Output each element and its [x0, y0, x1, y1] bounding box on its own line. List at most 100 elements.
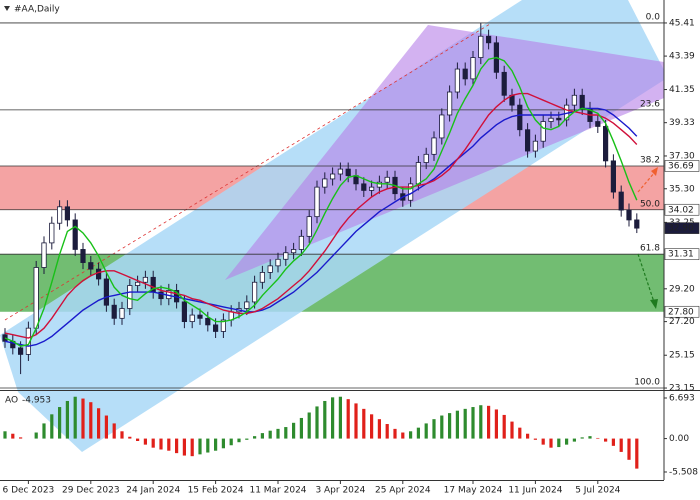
ao-bar	[455, 410, 459, 439]
x-tick-label: 3 Apr 2024	[315, 486, 365, 496]
x-tick-label: 25 Apr 2024	[375, 486, 431, 496]
price-tag-label: 32.90	[668, 224, 694, 234]
ao-bar	[518, 427, 522, 439]
candle-body	[158, 291, 164, 300]
ao-bar	[401, 432, 405, 439]
y-tick-label: 23.15	[669, 384, 695, 394]
candle-body	[306, 216, 312, 237]
ao-bar	[596, 437, 600, 439]
x-tick-label: 29 Dec 2023	[62, 486, 120, 496]
arrow-down	[637, 253, 655, 303]
ao-bar	[362, 408, 366, 439]
candle-body	[485, 35, 492, 44]
ao-bar	[385, 424, 389, 439]
ao-bar	[136, 438, 140, 442]
candle-body	[439, 114, 445, 139]
y-tick-label: 41.35	[669, 85, 695, 95]
candle-body	[17, 347, 24, 355]
ao-bar	[338, 396, 342, 439]
ao-bar	[299, 417, 303, 439]
candle-body	[181, 301, 187, 323]
ao-bar	[19, 437, 23, 439]
candle-body	[329, 173, 336, 180]
candle-body	[540, 121, 546, 142]
ao-bar	[471, 407, 475, 439]
ao-bar	[557, 438, 561, 448]
candle-body	[595, 121, 601, 127]
ao-bar	[206, 438, 210, 453]
ao-bar	[120, 431, 124, 439]
ao-bar	[73, 396, 77, 439]
ao-bar	[565, 438, 569, 445]
ao-bar	[393, 428, 397, 439]
candle-body	[454, 68, 461, 93]
candle-body	[259, 272, 266, 283]
ao-bar	[253, 436, 257, 439]
candle-body	[603, 126, 609, 162]
price-tag	[664, 222, 700, 234]
candle-body	[41, 242, 47, 268]
x-tick-label: 5 Jul 2024	[575, 486, 620, 496]
x-tick-label: 6 Dec 2023	[3, 486, 55, 496]
ao-bar	[572, 438, 576, 442]
price-tag-label: 34.02	[668, 205, 694, 215]
ao-tick-label: 0.00	[669, 434, 689, 444]
ao-bar	[260, 433, 264, 439]
ao-bar	[541, 438, 545, 445]
candle-body	[337, 168, 344, 175]
candle-body	[80, 249, 86, 263]
candle-body	[368, 186, 375, 191]
ao-bar	[502, 414, 506, 439]
ao-bar	[377, 419, 381, 439]
fib-label: 61.8	[640, 244, 660, 254]
ao-bar	[58, 407, 62, 439]
candle-body	[142, 276, 148, 283]
ao-bar	[81, 398, 85, 439]
fib-label: 38.2	[640, 155, 660, 165]
ao-bar	[112, 423, 116, 439]
ao-bar	[635, 438, 639, 469]
candle-body	[212, 324, 219, 332]
y-tick-label: 45.41	[669, 18, 695, 28]
ao-bar	[346, 399, 350, 439]
candle-body	[548, 117, 554, 122]
y-tick-label: 29.20	[669, 284, 695, 294]
ao-bar	[198, 438, 202, 455]
candle-body	[119, 308, 125, 319]
candle-body	[298, 235, 305, 250]
ao-bar	[619, 438, 623, 452]
ao-bar	[487, 405, 491, 439]
candle-body	[189, 314, 195, 323]
candle-body	[384, 176, 390, 183]
ao-bar	[588, 436, 592, 439]
ao-bar	[175, 438, 179, 454]
ao-bar	[526, 433, 530, 439]
price-tag	[664, 203, 700, 216]
ao-bar	[292, 422, 296, 439]
candle-body	[532, 140, 539, 152]
candle-body	[556, 117, 562, 121]
candle-body	[610, 160, 617, 193]
ao-bar	[315, 406, 319, 439]
candle-body	[197, 314, 203, 319]
x-tick-label: 17 May 2024	[444, 486, 503, 496]
ao-bar	[604, 438, 608, 442]
ao-bar	[97, 408, 101, 439]
x-tick-label: 11 Mar 2024	[249, 486, 306, 496]
candle-body	[579, 94, 585, 109]
ao-bar	[494, 409, 498, 439]
ao-bar	[284, 427, 288, 439]
axes: 45.4143.3941.3539.3337.3035.3033.2529.20…	[3, 18, 700, 496]
ao-bar	[424, 423, 428, 439]
x-tick-label: 24 Jan 2024	[126, 486, 180, 496]
candle-body	[57, 206, 63, 224]
ao-bar	[409, 431, 413, 439]
ao-bar	[463, 408, 467, 439]
price-tag	[664, 248, 700, 261]
y-tick-label: 27.20	[669, 317, 695, 327]
price-tag	[664, 160, 700, 172]
candle-body	[415, 162, 422, 185]
candle-body	[205, 317, 211, 326]
ao-bar	[533, 438, 537, 440]
